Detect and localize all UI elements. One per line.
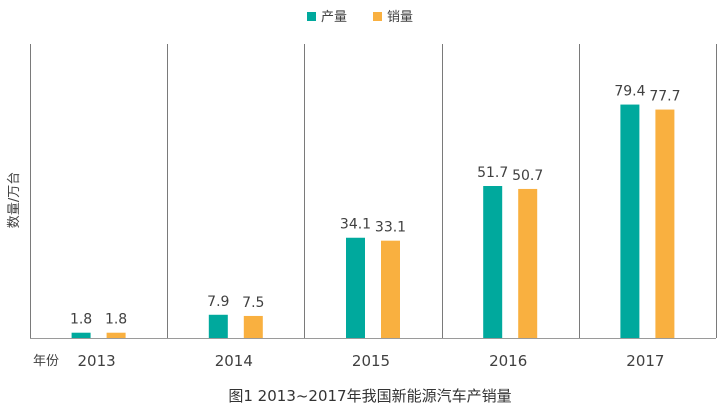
x-axis-label: 年份 [33, 354, 59, 369]
data-label-销量-2013: 1.8 [105, 312, 127, 328]
data-label-产量-2017: 79.4 [614, 84, 645, 100]
data-label-销量-2015: 33.1 [375, 220, 406, 236]
bar-产量-2013 [71, 332, 91, 338]
y-axis-label: 数量/万台 [7, 172, 22, 228]
data-label-销量-2016: 50.7 [512, 168, 543, 184]
bar-销量-2017 [655, 109, 675, 338]
x-tick-labels: 2013 2014 2015 2016 2017 [78, 352, 665, 370]
data-label-产量-2013: 1.8 [70, 312, 92, 328]
bar-销量-2015 [381, 240, 400, 338]
bar-产量-2014 [208, 314, 228, 338]
bar-销量-2014 [243, 315, 263, 338]
x-tick-label: 2015 [352, 352, 390, 370]
bar-销量-2016 [518, 188, 538, 338]
x-tick-label: 2016 [489, 352, 527, 370]
x-tick-label: 2013 [78, 352, 116, 370]
data-label-销量-2014: 7.5 [242, 295, 264, 311]
legend-swatch-产量 [307, 12, 316, 21]
bar-产量-2016 [483, 186, 503, 338]
category-separators [30, 44, 717, 338]
x-tick-label: 2017 [626, 352, 664, 370]
bar-销量-2013 [106, 332, 126, 338]
data-labels: 1.8 1.8 7.9 7.5 34.1 33.1 51.7 50.7 79.4 77.7 [70, 84, 681, 328]
data-label-产量-2016: 51.7 [477, 165, 508, 181]
bar-产量-2015 [346, 237, 365, 338]
data-label-销量-2017: 77.7 [649, 89, 680, 105]
data-label-产量-2014: 7.9 [207, 294, 229, 310]
bar-产量-2017 [620, 104, 640, 339]
bars [71, 104, 675, 339]
legend-label-销量: 销量 [387, 10, 413, 25]
legend-label-产量: 产量 [321, 10, 347, 25]
data-label-产量-2015: 34.1 [340, 217, 371, 233]
legend-swatch-销量 [373, 12, 382, 21]
x-tick-label: 2014 [215, 352, 253, 370]
legend: 产量 销量 [307, 10, 413, 25]
chart-caption: 图1 2013~2017年我国新能源汽车产销量 [228, 387, 511, 405]
